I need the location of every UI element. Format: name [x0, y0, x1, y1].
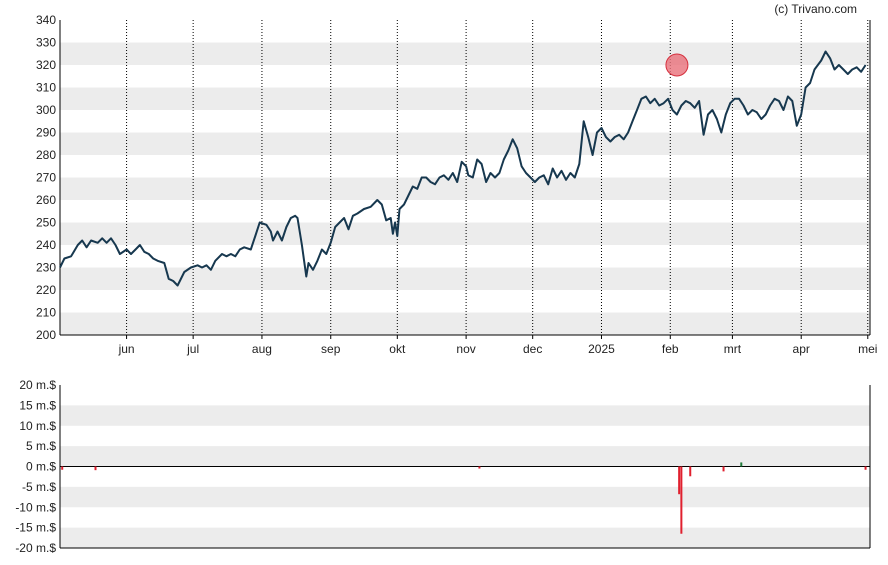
y-tick-label: 240: [36, 238, 56, 252]
price-panel-bands: [60, 42, 870, 335]
highlight-marker: [665, 53, 689, 77]
x-tick-label: nov: [456, 342, 475, 356]
x-tick-label: sep: [321, 342, 341, 356]
volume-bar: [678, 466, 681, 495]
y-tick-label: 270: [36, 171, 56, 185]
volume-band: [60, 446, 870, 467]
y-tick-label: 230: [36, 261, 56, 275]
price-band: [60, 312, 870, 335]
y-tick-label: 260: [36, 193, 56, 207]
y-tick-label: 310: [36, 81, 56, 95]
x-tick-label: mrt: [724, 342, 742, 356]
volume-band: [60, 405, 870, 426]
x-tick-label: jun: [118, 342, 135, 356]
volume-bar: [680, 466, 683, 534]
price-x-ticks: jun jul aug sep okt nov dec 2025 feb mrt apr mei: [118, 342, 878, 356]
price-band: [60, 222, 870, 245]
volume-bar: [61, 466, 64, 470]
volume-y-tick-label: 10 m.$: [19, 419, 56, 433]
volume-y-tick-label: 5 m.$: [26, 439, 56, 453]
volume-y-tick-label: -15 m.$: [15, 521, 56, 535]
highlight-marker-group: [665, 53, 689, 77]
y-tick-label: 330: [36, 36, 56, 50]
volume-y-tick-label: 0 m.$: [26, 460, 56, 474]
y-tick-label: 200: [36, 328, 56, 342]
y-tick-label: 320: [36, 58, 56, 72]
volume-bars: [61, 462, 867, 534]
volume-y-ticks: 20 m.$ 15 m.$ 10 m.$ 5 m.$ 0 m.$ -5 m.$ -10 m.…: [15, 378, 56, 555]
price-band: [60, 87, 870, 110]
volume-panel-axes: [59, 385, 871, 549]
volume-band: [60, 486, 870, 508]
y-tick-label: 290: [36, 126, 56, 140]
volume-bar: [94, 466, 97, 471]
price-line: [59, 50, 867, 287]
volume-bar: [864, 466, 867, 470]
y-tick-label: 210: [36, 306, 56, 320]
volume-bar: [722, 466, 725, 472]
volume-bar: [689, 466, 692, 477]
price-band: [60, 132, 870, 155]
y-tick-label: 340: [36, 13, 56, 27]
x-tick-label: dec: [523, 342, 542, 356]
volume-y-tick-label: -5 m.$: [22, 480, 56, 494]
credit-text: (c) Trivano.com: [774, 2, 857, 16]
y-tick-label: 280: [36, 148, 56, 162]
volume-y-tick-label: -10 m.$: [15, 500, 56, 514]
price-y-ticks: 340 330 320 310 300 290 280 270 260 250 240 230 220 2…: [36, 13, 56, 342]
price-band: [60, 177, 870, 200]
y-tick-label: 220: [36, 283, 56, 297]
x-tick-label: apr: [793, 342, 810, 356]
volume-band: [60, 527, 870, 548]
volume-y-tick-label: 20 m.$: [19, 378, 56, 392]
price-series: [59, 50, 867, 287]
price-band: [60, 267, 870, 290]
x-tick-label: okt: [389, 342, 406, 356]
x-tick-label: jul: [186, 342, 199, 356]
volume-bar: [740, 462, 743, 467]
x-tick-label: feb: [662, 342, 679, 356]
volume-panel-bands: [60, 405, 870, 548]
volume-y-tick-label: 15 m.$: [19, 398, 56, 412]
price-panel-axes: [59, 20, 871, 339]
price-band: [60, 42, 870, 65]
volume-y-tick-label: -20 m.$: [15, 541, 56, 555]
volume-bar: [478, 466, 481, 469]
x-tick-label: 2025: [588, 342, 615, 356]
x-tick-label: aug: [252, 342, 272, 356]
y-tick-label: 300: [36, 103, 56, 117]
y-tick-label: 250: [36, 216, 56, 230]
x-tick-label: mei: [858, 342, 877, 356]
